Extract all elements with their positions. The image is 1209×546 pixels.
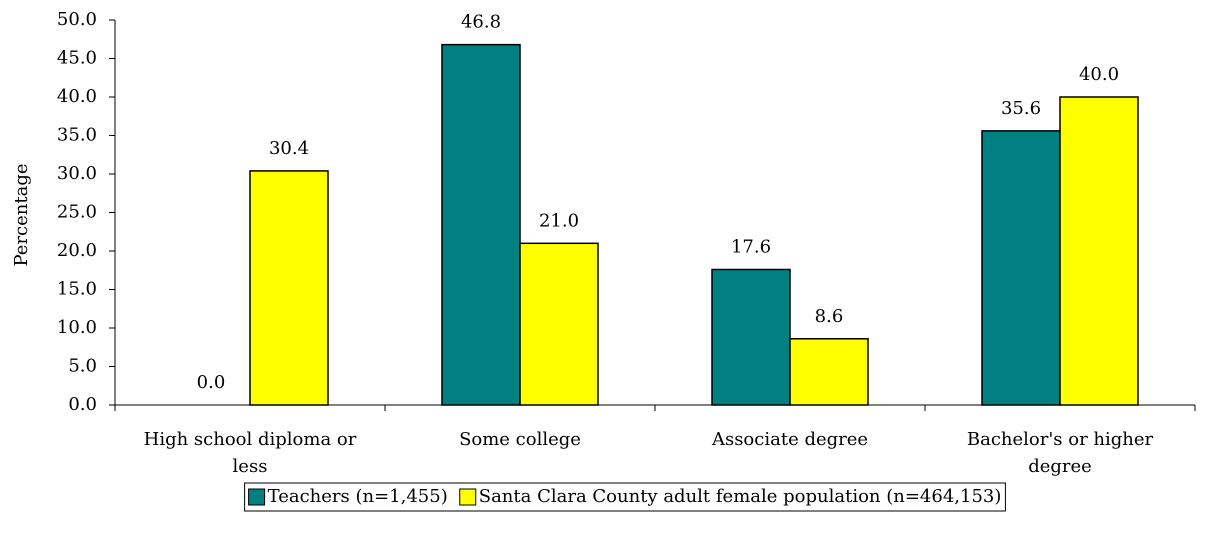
y-tick-label: 50.0 bbox=[57, 9, 97, 30]
bar bbox=[249, 170, 329, 406]
y-tick-label: 20.0 bbox=[57, 240, 97, 261]
data-label: 40.0 bbox=[1079, 64, 1119, 85]
y-tick-label: 10.0 bbox=[57, 317, 97, 338]
bar bbox=[789, 338, 869, 406]
data-label: 8.6 bbox=[815, 306, 844, 327]
legend-label: Teachers (n=1,455) bbox=[268, 486, 448, 507]
y-tick-label: 5.0 bbox=[68, 356, 97, 377]
bar bbox=[441, 43, 521, 406]
data-label: 17.6 bbox=[731, 236, 771, 257]
y-tick-label: 40.0 bbox=[57, 86, 97, 107]
data-label: 35.6 bbox=[1001, 98, 1041, 119]
legend-box bbox=[244, 482, 1006, 512]
y-tick-label: 0.0 bbox=[68, 394, 97, 415]
legend-swatch bbox=[459, 488, 477, 506]
x-tick-label: High school diploma or less bbox=[144, 429, 357, 477]
y-tick-label: 25.0 bbox=[57, 202, 97, 223]
legend-swatch bbox=[248, 488, 266, 506]
x-tick-label: Bachelor's or higher degree bbox=[967, 429, 1154, 477]
bar bbox=[1059, 96, 1139, 406]
x-tick-label: Associate degree bbox=[711, 429, 868, 450]
bar bbox=[981, 130, 1061, 406]
bar bbox=[519, 242, 599, 406]
x-tick-label: Some college bbox=[459, 429, 581, 450]
legend-label: Santa Clara County adult female populati… bbox=[479, 486, 1002, 507]
y-axis-label: Percentage bbox=[11, 163, 32, 266]
bar bbox=[711, 268, 791, 406]
y-tick-label: 45.0 bbox=[57, 48, 97, 69]
data-label: 21.0 bbox=[539, 210, 579, 231]
y-tick-label: 30.0 bbox=[57, 163, 97, 184]
y-tick-label: 35.0 bbox=[57, 125, 97, 146]
data-label: 30.4 bbox=[269, 138, 309, 159]
data-label: 0.0 bbox=[197, 372, 226, 393]
data-label: 46.8 bbox=[461, 12, 501, 33]
legend: Teachers (n=1,455) Santa Clara County adu… bbox=[244, 482, 1006, 512]
y-tick-label: 15.0 bbox=[57, 279, 97, 300]
